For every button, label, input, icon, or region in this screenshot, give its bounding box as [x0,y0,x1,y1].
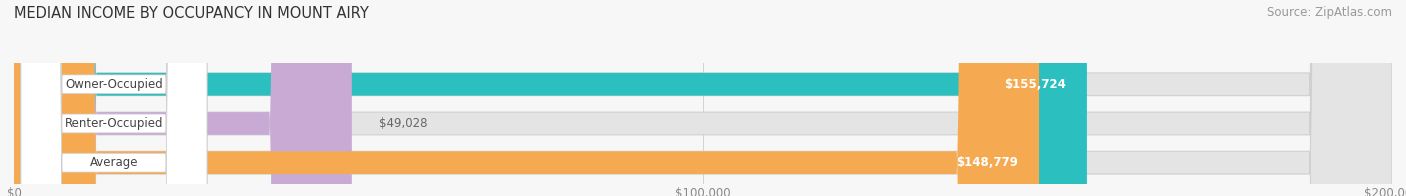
Text: Average: Average [90,156,138,169]
Text: $148,779: $148,779 [956,156,1018,169]
FancyBboxPatch shape [21,0,207,196]
FancyBboxPatch shape [14,0,1039,196]
Text: $155,724: $155,724 [1004,78,1066,91]
FancyBboxPatch shape [21,0,207,196]
Text: $49,028: $49,028 [380,117,427,130]
Text: Source: ZipAtlas.com: Source: ZipAtlas.com [1267,6,1392,19]
Text: MEDIAN INCOME BY OCCUPANCY IN MOUNT AIRY: MEDIAN INCOME BY OCCUPANCY IN MOUNT AIRY [14,6,368,21]
FancyBboxPatch shape [14,0,1392,196]
FancyBboxPatch shape [21,0,207,196]
Text: Owner-Occupied: Owner-Occupied [65,78,163,91]
FancyBboxPatch shape [14,0,1087,196]
FancyBboxPatch shape [14,0,352,196]
FancyBboxPatch shape [14,0,1392,196]
Text: Renter-Occupied: Renter-Occupied [65,117,163,130]
FancyBboxPatch shape [14,0,1392,196]
